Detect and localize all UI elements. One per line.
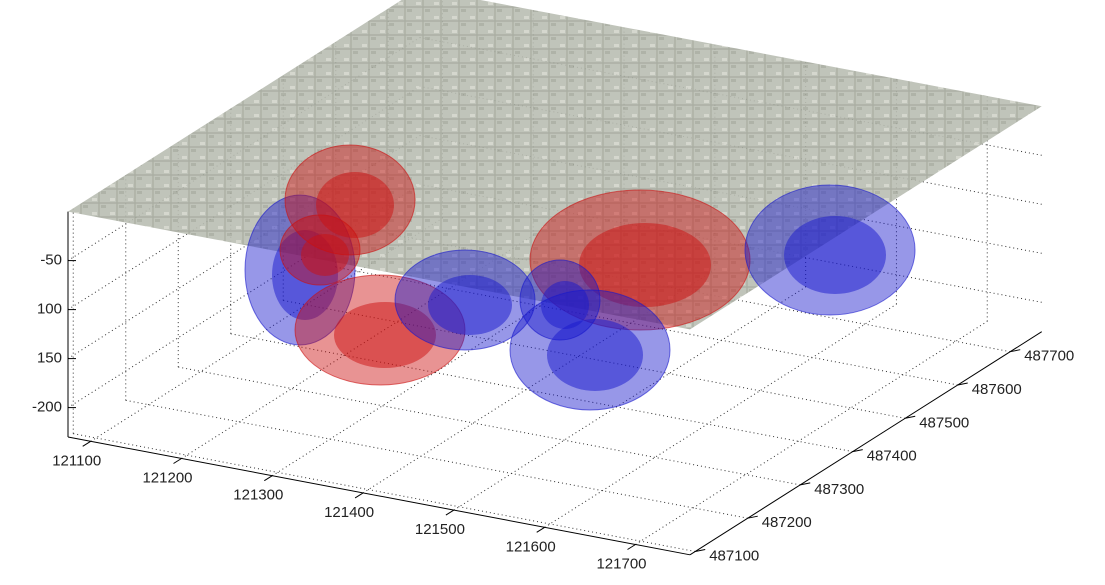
z-tick-label: 150 — [37, 350, 62, 367]
y-tick-label: 487700 — [1024, 348, 1074, 365]
x-tick-label: 121700 — [596, 555, 646, 572]
z-tick-label: -200 — [32, 399, 62, 416]
x-tick-label: 121600 — [506, 538, 556, 555]
isosurface-core — [301, 234, 349, 276]
x-tick-label: 121500 — [415, 521, 465, 538]
z-tick-label: 100 — [37, 301, 62, 318]
chart: 121100 121200 121300 121400 121500 121600 1217… — [0, 0, 1105, 585]
x-tick-label: 121200 — [142, 469, 192, 486]
y-tick-label: 487300 — [814, 481, 864, 498]
isosurface-core — [428, 275, 512, 335]
grid-line — [636, 321, 988, 544]
grid-line — [178, 367, 800, 485]
y-tick-label: 487600 — [972, 381, 1022, 398]
x-tick-label: 121300 — [233, 487, 283, 504]
y-tick-label: 487200 — [762, 514, 812, 531]
y-tick-label: 487100 — [709, 547, 759, 564]
y-tick-label: 487500 — [919, 414, 969, 431]
isosurface-core — [541, 281, 589, 329]
y-tick-label: 487400 — [867, 448, 917, 465]
grid-line — [73, 434, 695, 552]
tick-mark — [628, 545, 636, 550]
isosurface-core — [784, 216, 886, 294]
axis-line — [690, 332, 1042, 555]
tick-mark — [264, 476, 272, 481]
axis-line — [68, 437, 690, 555]
tick-mark — [355, 493, 363, 498]
tick-mark — [446, 510, 454, 515]
grid-line — [126, 400, 748, 518]
tick-mark — [83, 441, 91, 446]
x-tick-label: 121400 — [324, 504, 374, 521]
tick-mark — [174, 459, 182, 464]
tick-mark — [537, 527, 545, 532]
x-tick-label: 121100 — [52, 452, 101, 469]
z-tick-label: -50 — [40, 252, 62, 269]
